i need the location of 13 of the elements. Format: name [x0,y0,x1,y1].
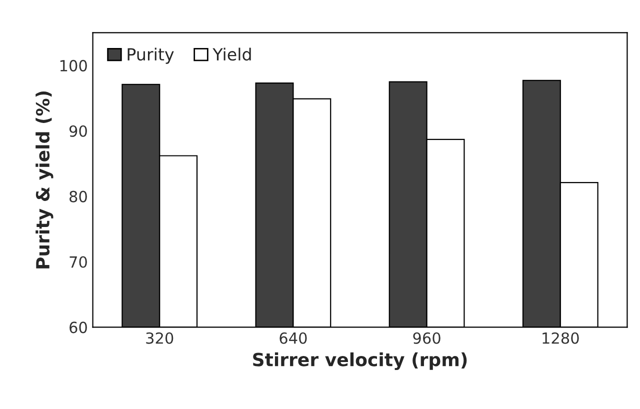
x-tick-label: 1280 [542,332,579,344]
y-axis-title: Purity & yield (%) [36,91,54,268]
y-tick-label: 60 [70,322,87,334]
x-tick-label: 960 [413,332,440,344]
y-tick-label: 100 [60,60,87,72]
y-tick-label: 70 [70,256,87,268]
x-tick-label: 320 [146,332,174,344]
y-tick-label: 90 [69,125,87,137]
legend-label: Purity [128,48,174,64]
x-tick-label: 640 [280,332,307,344]
y-tick-label: 80 [70,190,87,202]
x-axis-title: Stirrer velocity (rpm) [253,352,467,370]
legend-label: Yield [212,48,251,61]
